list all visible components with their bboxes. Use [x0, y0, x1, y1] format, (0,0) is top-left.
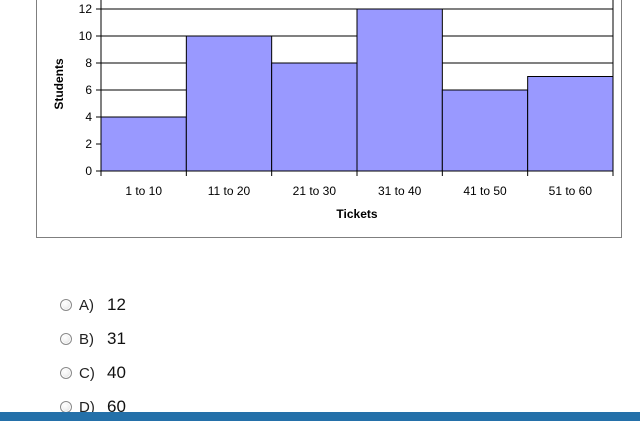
- y-tick-label: 8: [85, 56, 92, 70]
- y-tick-label: 4: [85, 110, 92, 124]
- axes: [96, 0, 614, 176]
- radio-button-b[interactable]: [60, 333, 72, 345]
- option-c-value: 40: [107, 363, 126, 382]
- bars: [100, 8, 614, 172]
- option-c[interactable]: C) 40: [60, 356, 126, 390]
- option-c-letter: C): [79, 364, 95, 382]
- option-b[interactable]: B) 31: [60, 322, 126, 356]
- option-a-letter: A): [79, 296, 94, 314]
- bar-3: [271, 62, 358, 172]
- x-tick-label: 41 to 50: [463, 184, 507, 198]
- option-d[interactable]: D) 60: [60, 390, 126, 421]
- bar-4: [356, 8, 443, 172]
- histogram-chart: 0 2 4 6 8 10 12 1 to 10 11 to 20 21 to 30 31 to 40…: [36, 0, 622, 238]
- y-tick-label: 12: [79, 2, 93, 16]
- x-tick-label: 51 to 60: [549, 184, 593, 198]
- option-b-letter: B): [79, 330, 94, 348]
- bar-6: [527, 76, 614, 172]
- bar-1: [100, 116, 187, 172]
- y-tick-label: 2: [85, 137, 92, 151]
- y-tick-label: 10: [79, 29, 93, 43]
- y-axis-title: Students: [52, 58, 66, 110]
- x-axis-title: Tickets: [336, 207, 377, 221]
- option-d-letter: D): [79, 398, 95, 416]
- footer-bar: [0, 412, 640, 421]
- option-a-value: 12: [107, 295, 126, 314]
- radio-button-a[interactable]: [60, 299, 72, 311]
- option-a[interactable]: A) 12: [60, 288, 126, 322]
- x-tick-label: 31 to 40: [378, 184, 422, 198]
- chart-svg: 0 2 4 6 8 10 12 1 to 10 11 to 20 21 to 30 31 to 40…: [52, 0, 614, 221]
- bar-5: [441, 89, 529, 172]
- y-tick-label: 6: [85, 83, 92, 97]
- y-tick-label: 0: [85, 164, 92, 178]
- option-d-value: 60: [107, 397, 126, 416]
- x-tick-label: 11 to 20: [208, 184, 251, 198]
- tick-labels: 0 2 4 6 8 10 12 1 to 10 11 to 20 21 to 30 31 to 40…: [79, 2, 593, 198]
- x-tick-label: 21 to 30: [293, 184, 337, 198]
- bar-2: [185, 35, 273, 172]
- answer-options: A) 12 B) 31 C) 40 D) 60: [60, 288, 126, 421]
- option-b-value: 31: [107, 329, 126, 348]
- radio-button-c[interactable]: [60, 367, 72, 379]
- x-tick-label: 1 to 10: [125, 184, 162, 198]
